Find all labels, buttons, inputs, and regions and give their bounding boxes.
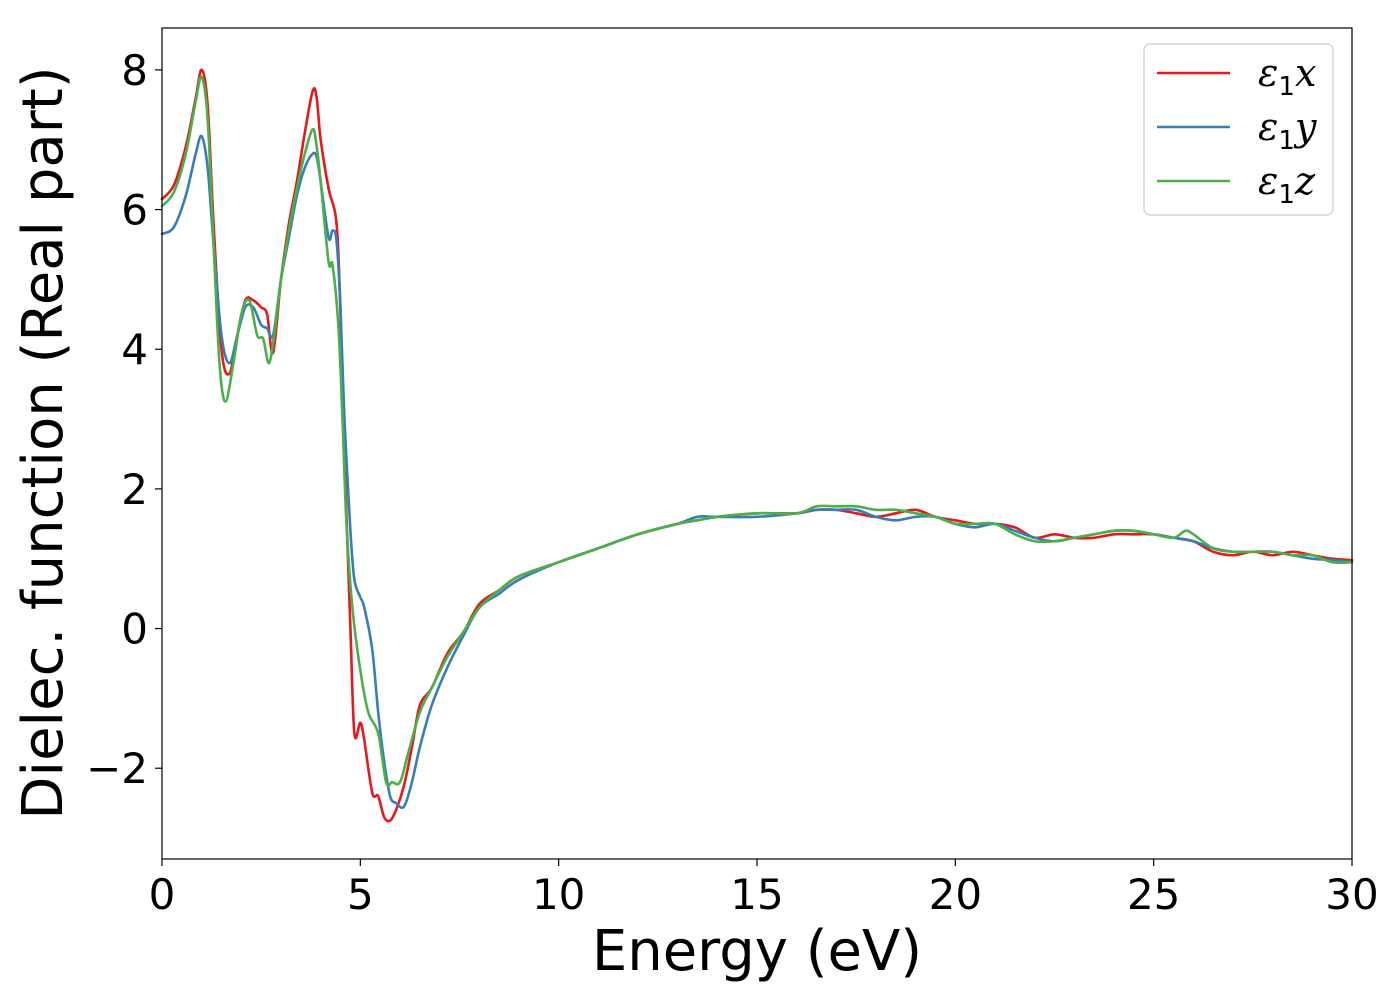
- x-tick-label: 10: [532, 870, 585, 919]
- y-tick-label: 8: [121, 46, 148, 95]
- x-axis-title: Energy (eV): [592, 919, 922, 984]
- y-axis: −2 0 2 4 6 8: [86, 46, 162, 793]
- y-tick-label: −2: [86, 744, 148, 793]
- y-tick-label: 6: [121, 186, 148, 235]
- y-tick-label: 2: [121, 465, 148, 514]
- x-tick-label: 20: [929, 870, 982, 919]
- legend-label-z: ε1z: [1258, 159, 1316, 210]
- x-tick-label: 15: [730, 870, 783, 919]
- y-tick-label: 4: [121, 325, 148, 374]
- legend-label-y: ε1y: [1258, 105, 1317, 156]
- legend-label-x: ε1x: [1258, 51, 1316, 102]
- y-tick-label: 0: [121, 605, 148, 654]
- y-axis-title: Dielec. function (Real part): [11, 66, 76, 819]
- series-layer: [160, 68, 1354, 823]
- x-tick-label: 5: [347, 870, 374, 919]
- series-line-z: [160, 75, 1354, 788]
- x-tick-label: 25: [1127, 870, 1180, 919]
- x-axis: 0 5 10 15 20 25 30: [149, 859, 1379, 919]
- x-tick-label: 0: [149, 870, 176, 919]
- legend-box: [1143, 43, 1334, 216]
- x-tick-label: 30: [1325, 870, 1378, 919]
